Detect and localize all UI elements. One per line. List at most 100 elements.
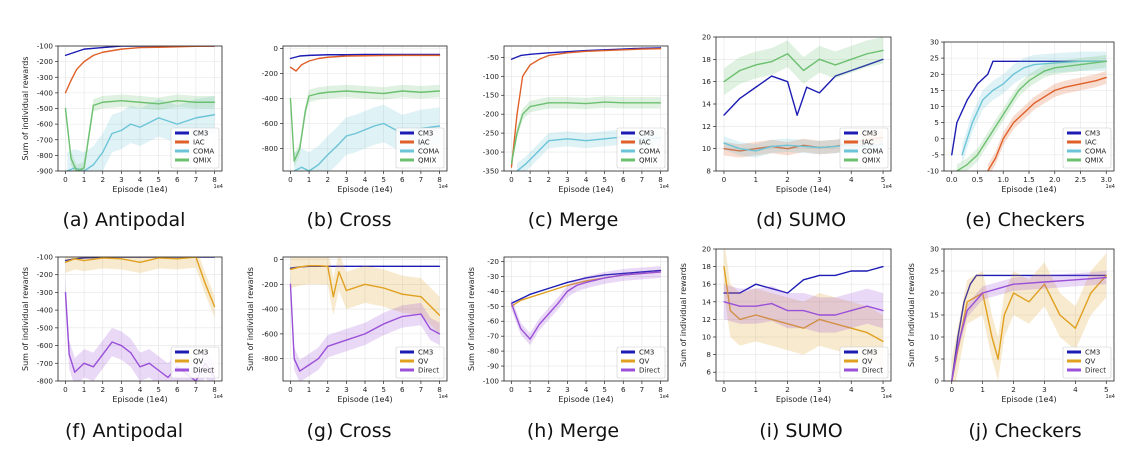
y-tick-label: -60	[487, 317, 499, 326]
data-point-iac	[786, 148, 789, 150]
data-point-qmix	[308, 95, 310, 97]
x-tick-label: 3	[817, 385, 822, 394]
x-tick-label: 4	[849, 175, 854, 184]
data-point-coma	[120, 129, 122, 131]
data-point-cm3	[818, 274, 821, 276]
data-point-coma	[92, 164, 95, 166]
y-axis-label: Sum of individual rewards	[21, 57, 30, 161]
data-point-direct	[510, 302, 513, 304]
x-tick-label: 6	[175, 385, 180, 394]
data-point-direct	[723, 301, 725, 303]
data-point-iac	[301, 64, 303, 66]
data-point-qv	[332, 296, 334, 298]
data-point-qmix	[195, 101, 197, 103]
data-point-direct	[158, 369, 160, 371]
data-point-direct	[1074, 279, 1076, 281]
data-point-qmix	[510, 162, 513, 165]
y-tick-label: 18	[702, 262, 712, 271]
x-tick-label: 1	[82, 175, 87, 184]
data-point-iac	[308, 60, 310, 62]
data-point-qmix	[139, 101, 141, 103]
y-tick-label: -600	[37, 120, 54, 129]
data-point-iac	[345, 55, 347, 57]
data-point-coma	[111, 132, 113, 135]
data-point-qmix	[585, 102, 587, 105]
data-point-cm3	[299, 55, 301, 57]
x-tick-label: 3	[565, 175, 570, 184]
y-tick-label: -100	[483, 377, 500, 386]
data-point-direct	[92, 366, 95, 368]
panel-caption: (i) SUMO	[759, 420, 842, 442]
data-point-cm3	[802, 279, 805, 281]
plot-area	[64, 46, 216, 171]
data-point-cm3	[850, 270, 852, 272]
y-tick-label: -200	[37, 270, 54, 279]
x-tick-label: 1	[753, 175, 758, 184]
y-tick-label: 30	[930, 245, 940, 254]
y-tick-label: 25	[930, 54, 939, 63]
data-point-direct	[167, 376, 169, 379]
data-point-qmix	[70, 157, 72, 160]
data-point-qmix	[976, 154, 979, 156]
x-exponent-label: 1e4	[1106, 184, 1115, 190]
data-point-qv	[1012, 292, 1015, 294]
data-point-cm3	[755, 86, 757, 88]
legend-label: CM3	[418, 349, 433, 357]
x-tick-label: 3	[119, 385, 124, 394]
x-tick-label: 7	[640, 175, 645, 184]
x-exponent-label: 1e4	[1106, 394, 1115, 400]
plot-frame	[57, 45, 223, 172]
y-tick-label: -500	[37, 104, 54, 113]
data-point-direct	[957, 345, 959, 347]
data-point-qv	[1043, 283, 1046, 285]
x-axis-label: Episode (1e4)	[112, 185, 167, 194]
data-point-cm3	[520, 298, 522, 300]
y-tick-label: -400	[37, 88, 54, 97]
x-tick-label: 3	[119, 175, 124, 184]
x-tick-label: 8	[437, 175, 442, 184]
data-point-iac	[510, 166, 513, 168]
data-point-qv	[991, 336, 993, 338]
x-tick-label: 1.5	[1023, 175, 1034, 184]
x-tick-label: 7	[640, 385, 645, 394]
data-point-cm3	[289, 57, 292, 60]
data-point-iac	[1079, 83, 1082, 85]
x-tick-label: 8	[212, 175, 217, 184]
data-point-qmix	[420, 91, 422, 93]
legend-label: Direct	[193, 367, 214, 375]
data-point-coma	[438, 125, 441, 127]
data-point-qv	[176, 258, 178, 260]
data-point-coma	[345, 135, 347, 137]
data-point-qv	[83, 259, 85, 262]
data-point-iac	[1105, 76, 1107, 79]
data-point-cm3	[289, 267, 292, 269]
data-point-qv	[566, 284, 568, 286]
data-point-iac	[1095, 80, 1097, 82]
data-point-cm3	[641, 271, 643, 273]
data-point-qmix	[304, 110, 306, 112]
data-point-direct	[308, 364, 310, 366]
data-point-coma	[176, 123, 178, 125]
x-tick-label: 1	[753, 385, 758, 394]
legend-label: QMIX	[1085, 157, 1104, 165]
data-point-qv	[866, 332, 868, 334]
y-tick-label: 6	[706, 368, 711, 377]
x-tick-label: 0	[63, 175, 68, 184]
data-point-coma	[301, 166, 303, 168]
data-point-qv	[1059, 314, 1061, 316]
data-point-qv	[420, 296, 422, 298]
panel-caption: (e) Checkers	[965, 209, 1085, 231]
y-axis-label: Sum of individual rewards	[679, 263, 688, 367]
legend-label: QMIX	[639, 157, 658, 165]
data-point-direct	[557, 302, 559, 304]
data-point-qmix	[739, 69, 741, 72]
data-point-coma	[802, 145, 805, 148]
data-point-direct	[364, 333, 366, 335]
data-point-qv	[120, 258, 122, 260]
x-axis-label: Episode (1e4)	[1001, 395, 1056, 404]
data-point-direct	[771, 302, 773, 305]
x-tick-label: 2	[1011, 385, 1016, 394]
x-axis-label: Episode (1e4)	[1001, 185, 1056, 194]
